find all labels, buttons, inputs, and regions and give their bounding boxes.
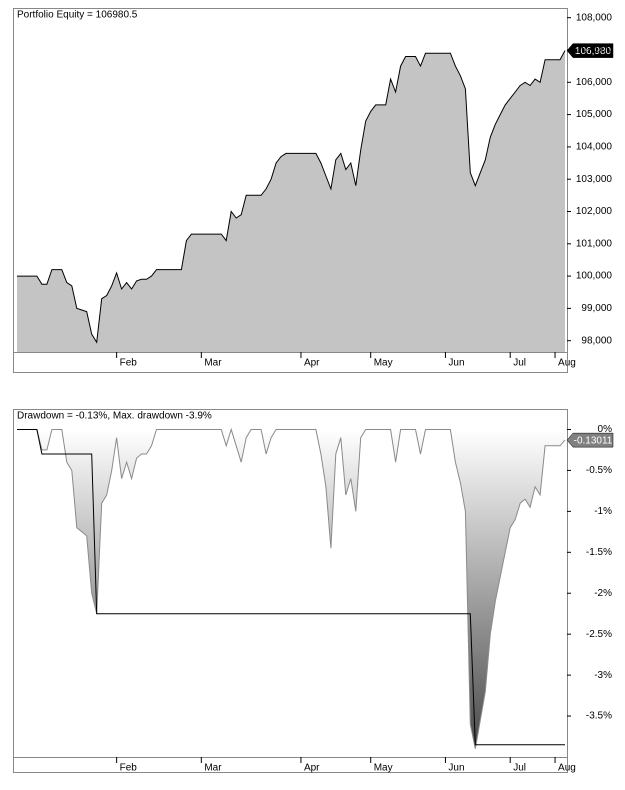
x-tick-label: May <box>374 358 393 369</box>
y-tick-label: 102,000 <box>576 206 613 217</box>
y-tick-label: 103,000 <box>576 174 613 185</box>
value-label-box <box>566 43 614 58</box>
y-tick-label: 98,000 <box>581 335 612 346</box>
y-tick-label: 100,000 <box>576 271 613 282</box>
y-tick-label: 99,000 <box>581 303 612 314</box>
line <box>17 427 566 749</box>
x-tick-label: Feb <box>120 763 138 774</box>
y-tick-label: 104,000 <box>576 142 613 153</box>
y-tick-label: 101,000 <box>576 238 613 249</box>
y-tick-label: -3.5% <box>586 711 612 722</box>
x-tick-label: Jul <box>513 358 526 369</box>
y-tick-label: 108,000 <box>576 12 613 23</box>
x-tick-label: Aug <box>558 763 576 774</box>
x-tick-label: Jun <box>448 763 464 774</box>
x-tick-label: Jun <box>448 358 464 369</box>
x-tick-label: May <box>374 763 393 774</box>
x-tick-label: Mar <box>204 763 222 774</box>
y-tick-label: -2.5% <box>586 629 612 640</box>
y-tick-label: -1% <box>594 506 612 517</box>
chart-title: Portfolio Equity = 106980.5 <box>17 10 138 21</box>
y-tick-label: 106,000 <box>576 77 613 88</box>
y-tick-label: 0% <box>598 424 613 435</box>
line <box>17 50 566 344</box>
y-tick-label: -1.5% <box>586 547 612 558</box>
area <box>17 429 565 749</box>
chart-title: Drawdown = -0.13%, Max. drawdown -3.9% <box>17 411 212 422</box>
x-tick-label: Feb <box>120 358 138 369</box>
y-tick-label: -0.5% <box>586 465 612 476</box>
x-tick-label: Jul <box>513 763 526 774</box>
value-label-box <box>566 432 614 448</box>
x-tick-label: Apr <box>304 763 320 774</box>
x-tick-label: Apr <box>304 358 320 369</box>
value-label: -0.13011 <box>574 435 613 446</box>
x-tick-label: Mar <box>204 358 222 369</box>
y-tick-label: 107,000 <box>576 45 613 56</box>
panel-frame <box>13 8 568 373</box>
y-tick-label: -3% <box>594 670 612 681</box>
line <box>17 429 565 746</box>
y-tick-label: 105,000 <box>576 109 613 120</box>
y-tick-label: -2% <box>594 588 612 599</box>
panel-frame <box>13 409 568 773</box>
x-tick-label: Aug <box>558 358 576 369</box>
area <box>17 50 565 352</box>
value-label: 106,980 <box>575 46 612 57</box>
